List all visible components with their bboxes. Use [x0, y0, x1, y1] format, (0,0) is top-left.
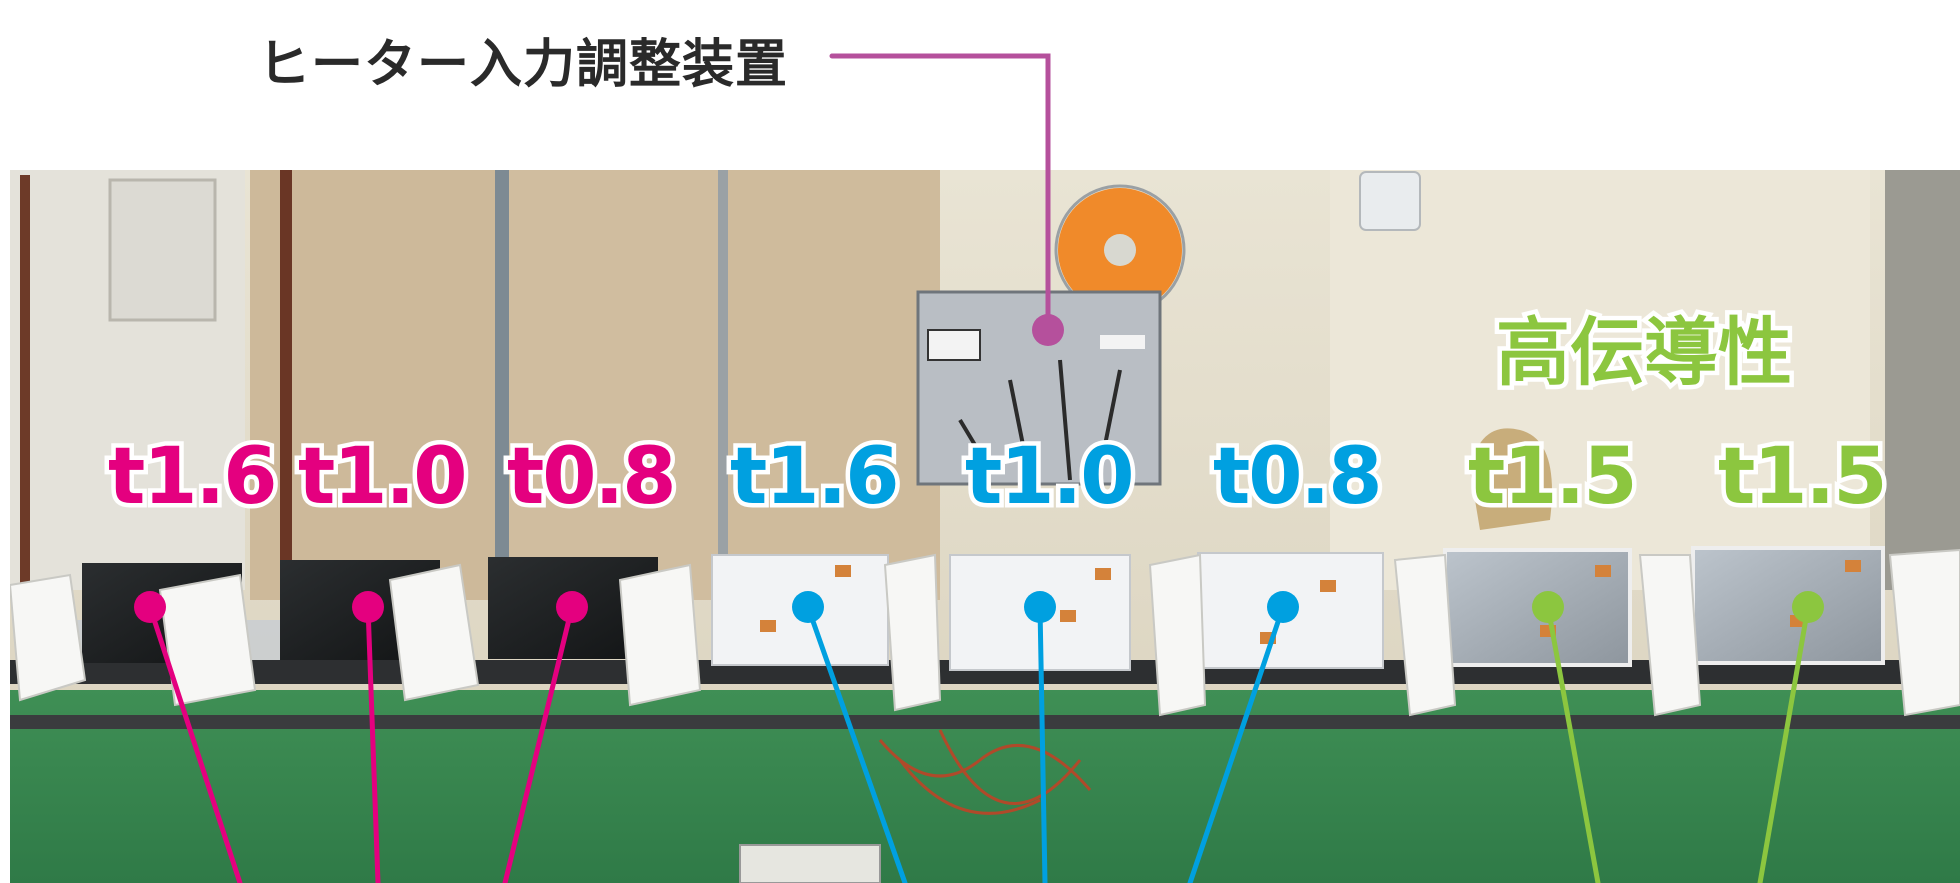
thickness-label-6: t0.8 [1208, 432, 1386, 522]
pointer-group-magenta [134, 591, 588, 883]
callout-line [829, 53, 1051, 331]
photo-background [10, 170, 1960, 883]
thickness-label-2: t1.0 [293, 432, 471, 522]
thickness-label-4: t1.6 [725, 432, 903, 522]
thickness-label-1: t1.6 [103, 432, 281, 522]
pointer-group-green [1532, 591, 1824, 883]
thickness-label-5: t1.0 [960, 432, 1138, 522]
thickness-label-8: t1.5 [1713, 432, 1891, 522]
device-title: ヒーター入力調整装置 [258, 35, 789, 95]
pointer-group-cyan [792, 591, 1299, 883]
callout-dot [1032, 314, 1064, 346]
high-conductivity-label: 高伝導性 [1492, 310, 1797, 396]
thickness-label-3: t0.8 [502, 432, 680, 522]
thickness-label-7: t1.5 [1463, 432, 1641, 522]
